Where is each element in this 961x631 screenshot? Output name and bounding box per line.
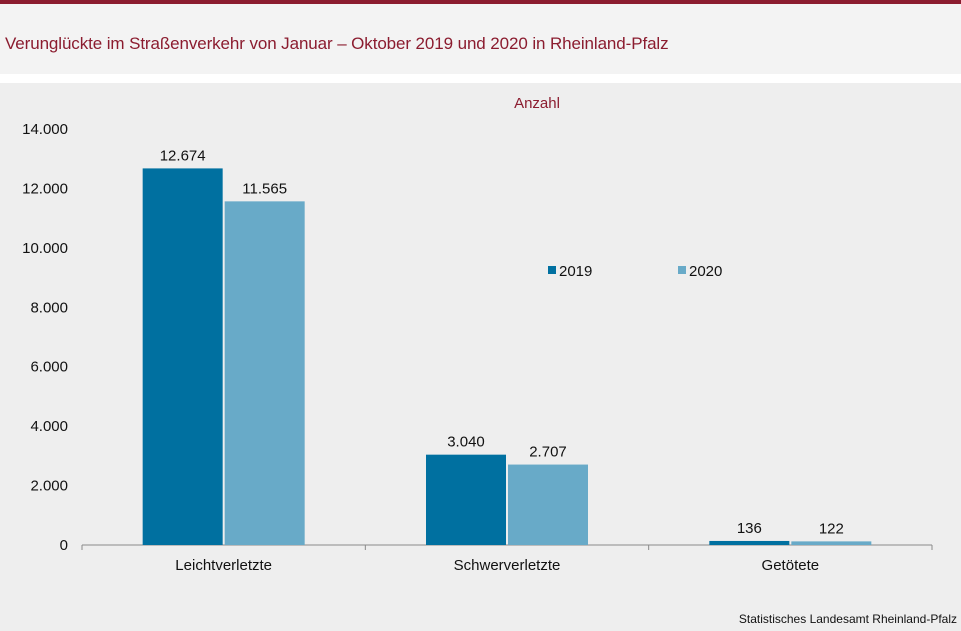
y-tick-label: 6.000 xyxy=(30,359,68,376)
y-tick-label: 4.000 xyxy=(30,418,68,435)
data-label: 11.565 xyxy=(242,180,287,197)
data-label: 122 xyxy=(819,520,844,537)
data-label: 12.674 xyxy=(160,147,206,164)
x-tick-label: Leichtverletzte xyxy=(175,557,272,574)
y-tick-label: 10.000 xyxy=(22,240,68,257)
bar-2019-Schwerverletzte xyxy=(426,454,506,545)
chart-title: Verunglückte im Straßenverkehr von Janua… xyxy=(5,34,669,53)
legend-swatch-2019 xyxy=(548,266,556,274)
header-bar: Verunglückte im Straßenverkehr von Janua… xyxy=(0,4,961,74)
data-label: 2.707 xyxy=(529,444,567,461)
bar-2020-Leichtverletzte xyxy=(224,201,305,545)
y-tick-label: 14.000 xyxy=(22,121,68,138)
data-label: 136 xyxy=(737,520,762,537)
legend-swatch-2020 xyxy=(678,266,686,274)
bar-2019-Getötete xyxy=(709,540,790,545)
y-tick-label: 0 xyxy=(60,537,68,554)
legend-label: 2020 xyxy=(689,263,722,280)
unit-label: Anzahl xyxy=(514,95,560,112)
x-tick-label: Schwerverletzte xyxy=(454,557,561,574)
header-separator xyxy=(0,74,961,83)
y-tick-label: 12.000 xyxy=(22,180,68,197)
y-tick-label: 8.000 xyxy=(30,299,68,316)
x-tick-label: Getötete xyxy=(762,557,820,574)
y-tick-label: 2.000 xyxy=(30,478,68,495)
top-accent-rule xyxy=(0,0,961,4)
bar-2020-Getötete xyxy=(791,541,872,545)
bar-2020-Schwerverletzte xyxy=(508,464,588,545)
bar-2019-Leichtverletzte xyxy=(142,168,223,546)
source-note: Statistisches Landesamt Rheinland-Pfalz xyxy=(738,612,957,626)
data-label: 3.040 xyxy=(447,434,485,451)
legend-label: 2019 xyxy=(559,263,592,280)
